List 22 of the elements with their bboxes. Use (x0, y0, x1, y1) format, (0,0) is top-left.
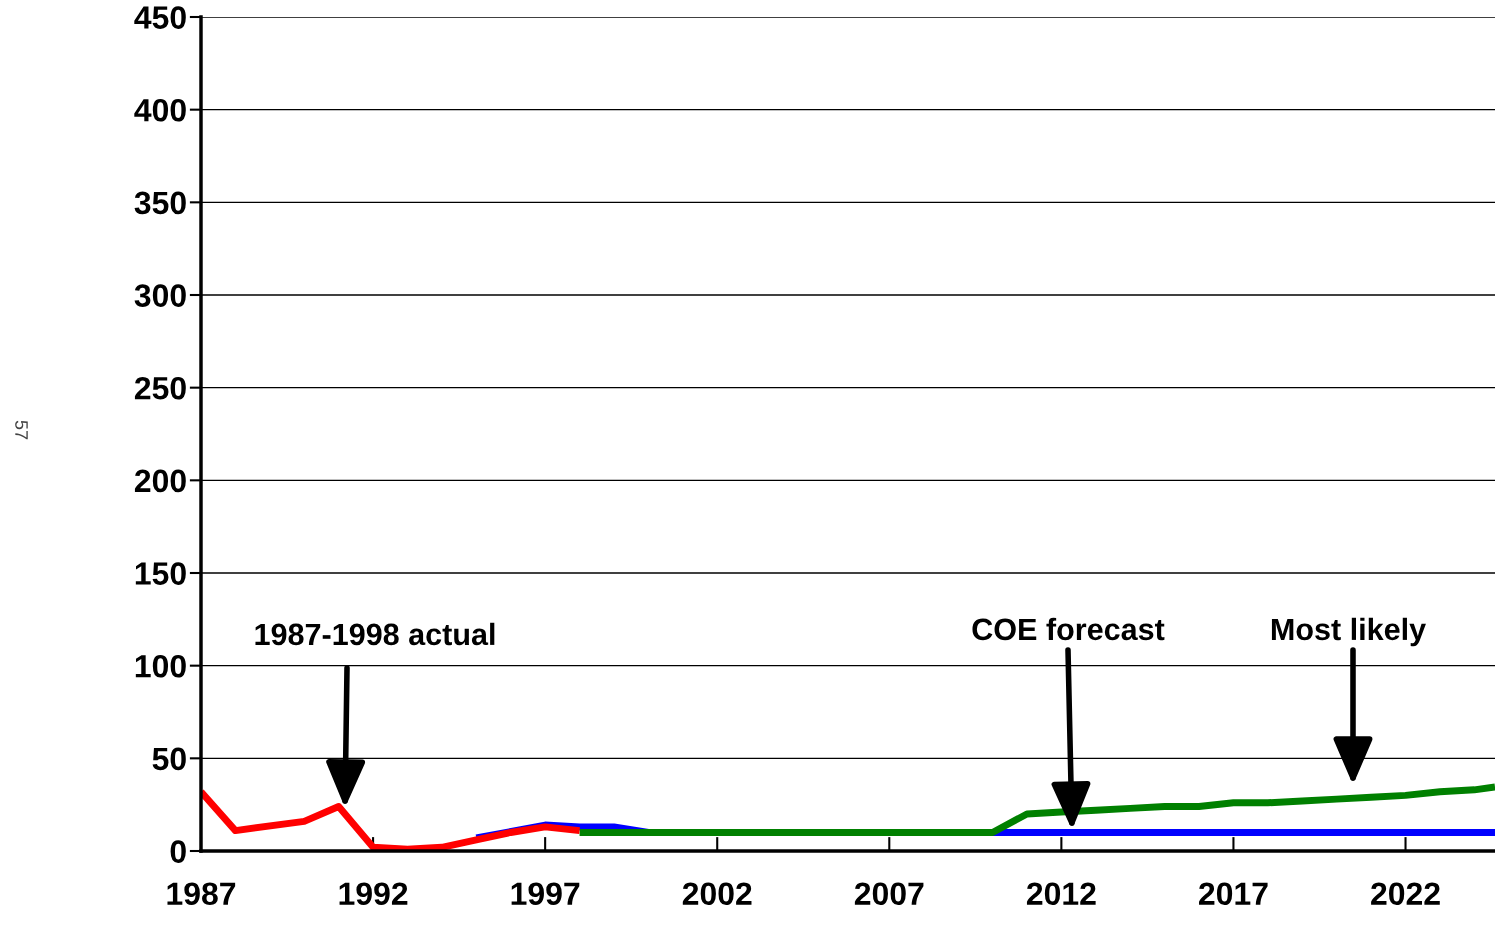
y-tick-label: 100 (135, 654, 186, 678)
x-tick-label: 2012 (1026, 882, 1096, 906)
x-tick-label: 2017 (1199, 882, 1268, 906)
annotation: Most likely (1271, 617, 1426, 647)
y-tick-label: 0 (170, 840, 186, 863)
x-tick-label: 2002 (682, 882, 752, 906)
y-tick-label: 250 (134, 376, 186, 400)
y-tick-label: 300 (134, 284, 186, 307)
text: 57 (15, 420, 28, 440)
annotation: COE forecast (972, 617, 1165, 641)
x-tick-label: 2007 (854, 882, 924, 906)
x-tick-label: 1992 (339, 882, 408, 906)
y-tick-label: 50 (152, 747, 186, 771)
y-tick-label: 150 (135, 562, 186, 585)
annotation: 1987-1998 actual (255, 622, 495, 646)
x-tick-label: 1997 (511, 882, 580, 906)
x-tick-label: 2022 (1371, 882, 1440, 906)
y-tick-label: 450 (134, 6, 186, 29)
y-tick-label: 400 (134, 98, 186, 122)
y-tick-label: 350 (134, 191, 186, 215)
y-tick-label: 200 (134, 469, 186, 493)
x-tick-label: 1987 (167, 882, 236, 906)
